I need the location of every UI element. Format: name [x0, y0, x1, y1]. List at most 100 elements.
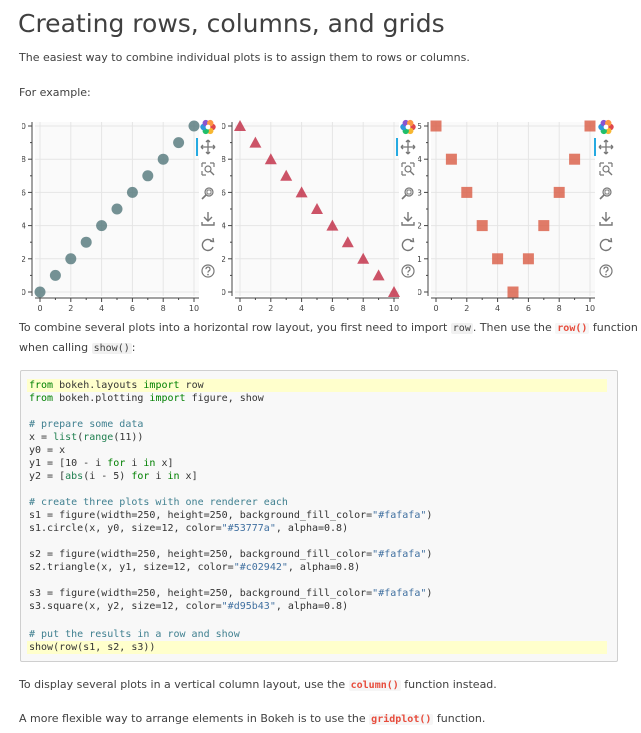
data-point-square [492, 253, 504, 265]
y-tick-label: 2 [22, 255, 26, 264]
reset-icon[interactable] [199, 236, 217, 254]
code-line: show(row(s1, s2, s3)) [29, 642, 156, 653]
active-tool-indicator [594, 138, 596, 156]
code-line: y1 = [10 - i for i in x] [29, 458, 174, 469]
save-icon[interactable] [199, 210, 217, 228]
y-tick-label: 10 [222, 122, 226, 131]
data-point-circle [34, 286, 46, 298]
data-point-square [507, 286, 519, 298]
code-line: from bokeh.layouts import row [29, 380, 204, 391]
x-tick-label: 6 [330, 304, 335, 313]
wheel-zoom-icon[interactable] [597, 184, 615, 202]
data-point-square [430, 120, 442, 132]
wheel-zoom-icon[interactable] [199, 184, 217, 202]
bokeh-logo-icon[interactable] [199, 118, 217, 136]
help-icon[interactable] [597, 262, 615, 280]
plot-circle[interactable]: 0 2 4 6 8 10 0 2 4 6 8 10 [22, 116, 222, 320]
highlighted-line [27, 641, 607, 654]
code-gridplot-function[interactable]: gridplot() [369, 714, 434, 725]
plot-circle-canvas[interactable]: 0 2 4 6 8 10 0 2 4 6 8 10 [22, 116, 222, 320]
data-point-triangle [280, 169, 293, 181]
bokeh-logo-icon[interactable] [597, 118, 615, 136]
code-line: s3.square(x, y2, size=12, color="#d95b43… [29, 601, 349, 612]
row-paragraph-line2: when calling show(): [19, 338, 135, 359]
data-point-square [584, 120, 596, 132]
row-para-text: function [589, 321, 638, 334]
x-tick-label: 6 [130, 304, 135, 313]
code-show: show() [91, 343, 132, 354]
gridplot-paragraph: A more flexible way to arrange elements … [19, 709, 485, 730]
code-line: s1 = figure(width=250, height=250, backg… [29, 510, 433, 521]
code-line: s2.triangle(x, y1, size=12, color="#c029… [29, 562, 361, 573]
page-title: Creating rows, columns, and grids [18, 9, 445, 38]
code-column-function[interactable]: column() [348, 680, 401, 691]
active-tool-indicator [196, 138, 198, 156]
help-icon[interactable] [199, 262, 217, 280]
save-icon[interactable] [597, 210, 615, 228]
intro-paragraph: The easiest way to combine individual pl… [19, 51, 470, 64]
data-point-circle [111, 203, 123, 215]
data-point-square [476, 220, 488, 232]
data-point-circle [173, 137, 185, 149]
row-para-text: : [131, 341, 136, 354]
box-zoom-icon[interactable] [597, 160, 615, 178]
data-point-triangle [234, 120, 246, 131]
y-tick-label: 0 [22, 288, 26, 297]
active-tool-indicator [396, 138, 398, 156]
y-tick-label: 6 [22, 188, 26, 197]
row-para-text: . Then use the [472, 321, 556, 334]
plot-triangle-canvas[interactable]: 02468100246810 [222, 116, 422, 320]
code-line: s3 = figure(width=250, height=250, backg… [29, 588, 433, 599]
data-point-triangle [341, 236, 354, 248]
code-line: from bokeh.plotting import figure, show [29, 393, 264, 404]
y-tick-label: 0 [222, 288, 226, 297]
code-comment: # create three plots with one renderer e… [29, 497, 288, 508]
data-point-triangle [388, 286, 400, 297]
data-point-square [445, 153, 457, 165]
bokeh-logo-icon[interactable] [399, 118, 417, 136]
data-point-circle [188, 120, 200, 132]
plot-triangle-toolbar [396, 118, 417, 298]
save-icon[interactable] [399, 210, 417, 228]
box-zoom-icon[interactable] [399, 160, 417, 178]
reset-icon[interactable] [399, 236, 417, 254]
wheel-zoom-icon[interactable] [399, 184, 417, 202]
y-tick-label: 2 [418, 222, 422, 231]
code-block[interactable]: from bokeh.layouts import row from bokeh… [20, 370, 618, 662]
help-icon[interactable] [399, 262, 417, 280]
code-line: y2 = [abs(i - 5) for i in x] [29, 471, 198, 482]
data-point-square [553, 186, 565, 198]
code-row-function[interactable]: row() [555, 323, 590, 334]
y-tick-label: 8 [22, 155, 26, 164]
x-tick-label: 2 [464, 304, 469, 313]
pan-icon[interactable] [196, 138, 217, 156]
plot-triangle[interactable]: 02468100246810 [222, 116, 422, 320]
x-tick-label: 10 [189, 304, 199, 313]
x-tick-label: 0 [37, 304, 42, 313]
column-para-text: function instead. [400, 678, 497, 691]
data-point-circle [142, 170, 154, 182]
data-point-square [522, 253, 534, 265]
plot-square-canvas[interactable]: 0 1 2 3 4 5 0 2 4 6 8 10 [418, 116, 618, 320]
x-tick-label: 6 [526, 304, 531, 313]
data-point-circle [65, 253, 77, 265]
code-line: s2 = figure(width=250, height=250, backg… [29, 549, 433, 560]
data-point-circle [96, 220, 108, 232]
y-tick-label: 2 [222, 255, 226, 264]
code-row: row [450, 323, 473, 334]
box-zoom-icon[interactable] [199, 160, 217, 178]
data-point-triangle [295, 186, 308, 198]
y-tick-label: 4 [222, 222, 226, 231]
data-point-triangle [249, 136, 262, 148]
code-comment: # put the results in a row and show [29, 629, 240, 640]
x-tick-label: 10 [585, 304, 595, 313]
data-point-triangle [357, 252, 370, 264]
plot-circle-toolbar [196, 118, 217, 298]
y-tick-label: 0 [418, 288, 422, 297]
pan-icon[interactable] [594, 138, 615, 156]
pan-icon[interactable] [396, 138, 417, 156]
data-point-circle [126, 186, 138, 198]
plot-square[interactable]: 0 1 2 3 4 5 0 2 4 6 8 10 [418, 116, 618, 320]
reset-icon[interactable] [597, 236, 615, 254]
x-tick-label: 4 [99, 304, 104, 313]
